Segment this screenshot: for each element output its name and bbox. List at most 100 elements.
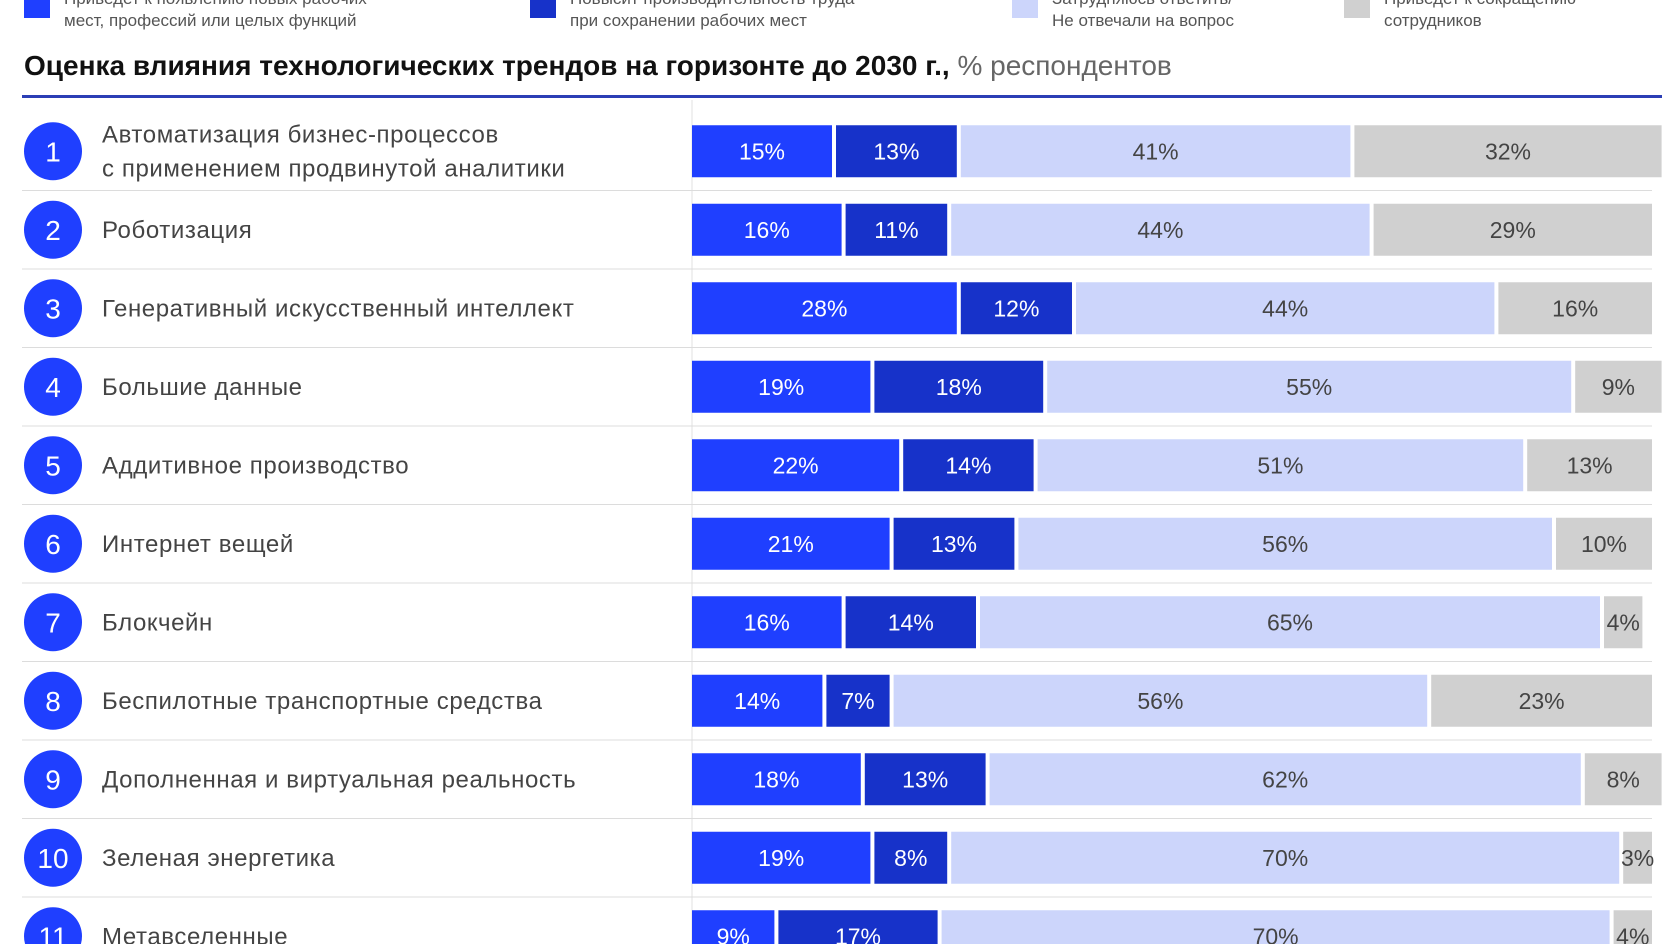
row-number: 10 [37, 843, 68, 874]
category-label: Интернет вещей [102, 531, 294, 558]
row-number-badge [24, 671, 82, 730]
data-label: 16% [744, 217, 790, 243]
row-number-badge [24, 436, 82, 495]
title-divider [22, 95, 1662, 98]
category-label: Автоматизация бизнес-процессов [102, 121, 499, 148]
bar-segment [845, 203, 948, 256]
category-label: Генеративный искусственный интеллект [102, 295, 574, 322]
data-label: 10% [1581, 531, 1627, 557]
row-number: 4 [45, 372, 61, 403]
legend-swatch-new-jobs [24, 0, 50, 18]
row-number: 2 [45, 215, 61, 246]
bar-segment [1047, 360, 1572, 413]
bar-segment [692, 439, 900, 492]
bar-segment [1613, 910, 1652, 944]
data-label: 14% [945, 452, 991, 478]
bar-segment [941, 910, 1610, 944]
bar-segment [893, 517, 1015, 570]
data-label: 7% [841, 688, 874, 714]
row-number: 1 [45, 136, 61, 167]
data-label: 16% [1552, 295, 1598, 321]
data-label: 19% [758, 845, 804, 871]
legend-label-productivity-line1: Повысит производительность труда [570, 0, 855, 10]
category-label: Роботизация [102, 217, 252, 244]
chart-title-unit: % респондентов [957, 50, 1172, 81]
data-label: 32% [1485, 138, 1531, 164]
data-label: 4% [1616, 923, 1649, 944]
data-label: 55% [1286, 374, 1332, 400]
row-number-badge [24, 200, 82, 259]
data-label: 23% [1519, 688, 1565, 714]
bar-segment [692, 910, 775, 944]
bar-segment [960, 282, 1072, 335]
bar-segment [980, 596, 1600, 649]
row-number-badge [24, 828, 82, 887]
bar-segment [692, 517, 890, 570]
bar-segment [1527, 439, 1652, 492]
legend-label-no-answer: Затрудняюсь ответить/ Не отвечали на воп… [1052, 0, 1234, 32]
data-label: 13% [902, 766, 948, 792]
legend-label-reduction-line2: сотрудников [1384, 11, 1482, 30]
row-number: 6 [45, 529, 61, 560]
row-number-badge [24, 357, 82, 416]
bar-segment [864, 753, 986, 806]
legend-label-reduction-line1: Приведет к сокращению [1384, 0, 1576, 10]
legend-label-no-answer-line1: Затрудняюсь ответить/ [1052, 0, 1234, 10]
bar-segment [1575, 360, 1662, 413]
legend-swatch-productivity [530, 0, 556, 18]
data-label: 56% [1137, 688, 1183, 714]
bar-segment [989, 753, 1581, 806]
bar-segment [692, 674, 823, 727]
bar-segment [1018, 517, 1552, 570]
row-number: 3 [45, 293, 61, 324]
legend-swatch-reduction [1344, 0, 1370, 18]
bar-segment [778, 910, 938, 944]
category-label: Дополненная и виртуальная реальность [102, 766, 576, 793]
data-label: 51% [1257, 452, 1303, 478]
stacked-bar-chart: 1 Автоматизация бизнес-процессов с примене… [22, 100, 1662, 944]
data-label: 13% [931, 531, 977, 557]
bar-segment [692, 753, 861, 806]
bar-segment [692, 282, 957, 335]
bar-segment [1037, 439, 1524, 492]
data-label: 19% [758, 374, 804, 400]
data-label: 56% [1262, 531, 1308, 557]
data-label: 8% [1607, 766, 1640, 792]
data-label: 15% [739, 138, 785, 164]
bar-segment [692, 596, 842, 649]
bar-segment [692, 125, 832, 178]
data-label: 16% [744, 609, 790, 635]
category-label: с применением продвинутой аналитики [102, 155, 565, 182]
bar-segment [826, 674, 890, 727]
category-label: Зеленая энергетика [102, 845, 335, 872]
data-label: 62% [1262, 766, 1308, 792]
row-number-badge [24, 122, 82, 181]
data-label: 44% [1137, 217, 1183, 243]
legend-label-new-jobs: Приведет к появлению новых рабочих мест,… [64, 0, 367, 32]
bar-segment [1354, 125, 1662, 178]
data-label: 14% [888, 609, 934, 635]
bar-segment [1076, 282, 1495, 335]
data-label: 41% [1133, 138, 1179, 164]
data-label: 28% [801, 295, 847, 321]
row-number-badge [24, 279, 82, 338]
bar-segment [1623, 831, 1652, 884]
category-label: Большие данные [102, 374, 303, 401]
data-label: 70% [1253, 923, 1299, 944]
data-label: 4% [1607, 609, 1640, 635]
data-label: 8% [894, 845, 927, 871]
category-label: Метавселенные [102, 923, 288, 944]
bar-segment [903, 439, 1034, 492]
category-label: Блокчейн [102, 609, 213, 636]
row-number-badge [24, 514, 82, 573]
bar-segment [874, 360, 1044, 413]
data-label: 3% [1621, 845, 1654, 871]
category-label: Беспилотные транспортные средства [102, 688, 543, 715]
row-number-badge [24, 907, 82, 944]
chart-title: Оценка влияния технологических трендов н… [24, 50, 1172, 82]
row-number: 7 [45, 607, 61, 638]
chart-title-main: Оценка влияния технологических трендов н… [24, 50, 950, 81]
data-label: 12% [993, 295, 1039, 321]
row-number: 9 [45, 764, 61, 795]
bar-segment [845, 596, 976, 649]
